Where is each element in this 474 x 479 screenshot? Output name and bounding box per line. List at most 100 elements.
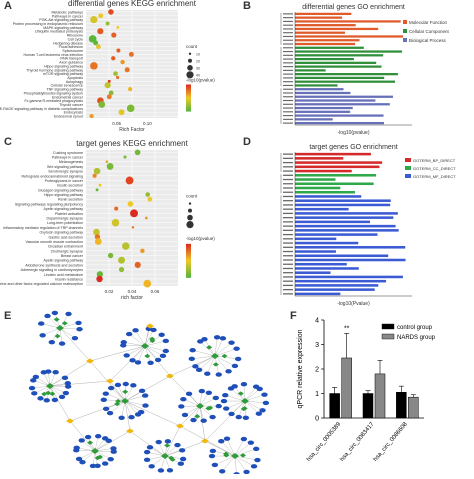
data-point	[148, 197, 153, 202]
data-point	[130, 209, 138, 217]
go-bar	[295, 58, 354, 60]
go-term-label	[283, 62, 293, 63]
go-term-label	[283, 47, 293, 48]
mirna-node	[144, 354, 150, 358]
mrna-node	[178, 462, 184, 466]
go-term-label	[283, 21, 293, 22]
go-bar	[295, 32, 345, 34]
go-bar	[295, 195, 361, 198]
data-point	[116, 76, 119, 79]
data-point	[108, 9, 114, 15]
chart-title: differential genes GO enrichment	[302, 4, 405, 11]
mrna-node	[59, 341, 65, 345]
go-bar	[295, 65, 382, 67]
data-point	[128, 87, 132, 91]
category-label: Long-term potentiation	[47, 221, 83, 225]
mrna-node	[200, 418, 206, 422]
mrna-node	[155, 358, 161, 362]
mrna-node	[167, 468, 173, 472]
mrna-node	[135, 360, 141, 364]
go-term-label	[283, 70, 293, 71]
go-term-label	[283, 28, 293, 29]
mrna-node	[62, 376, 68, 380]
go-bar	[295, 271, 331, 274]
mrna-node	[150, 328, 156, 332]
mrna-node	[206, 391, 212, 395]
data-point	[116, 26, 119, 29]
bar	[396, 392, 406, 418]
x-tick-label: 0.02	[105, 289, 114, 294]
category-label: Endosomal sprout	[54, 115, 83, 119]
y-axis-label: qPCR relative expression	[297, 329, 304, 408]
legend-count-title: count	[186, 44, 198, 49]
circrna-node	[106, 379, 114, 384]
data-point	[143, 280, 151, 288]
data-point	[119, 109, 125, 115]
chart-title: target genes GO enrichment	[309, 144, 397, 151]
go-bar-plot-b: differential genes GO enrichment-log10(p…	[237, 0, 474, 140]
go-term-label	[283, 259, 293, 260]
go-bar	[295, 267, 359, 270]
category-label: Adrenergic signaling in cardiomyocytes	[21, 268, 84, 272]
category-label: Apelin signaling pathway	[43, 259, 83, 263]
data-point	[135, 262, 141, 268]
mrna-node	[156, 440, 162, 444]
mrna-node	[192, 364, 198, 368]
panel-e: E	[0, 306, 290, 474]
go-bar	[295, 182, 374, 185]
data-point	[126, 177, 134, 185]
go-term-label	[283, 242, 293, 243]
data-point	[112, 219, 120, 227]
mrna-node	[190, 418, 196, 422]
legend-label: Biological Process	[409, 38, 447, 43]
mrna-node	[178, 404, 184, 408]
go-bar	[295, 84, 338, 86]
mrna-node	[142, 393, 148, 397]
mrna-node	[228, 412, 234, 416]
go-term-label	[283, 268, 293, 269]
go-term-label	[283, 175, 293, 176]
data-point	[92, 174, 96, 178]
go-bar	[295, 28, 378, 30]
mrna-node	[37, 396, 43, 400]
go-bar	[295, 81, 395, 83]
data-point	[114, 207, 118, 211]
data-point	[107, 94, 112, 99]
data-point	[96, 276, 102, 282]
go-bar	[295, 259, 406, 262]
mrna-node	[126, 332, 132, 336]
go-bar	[295, 246, 405, 249]
go-term-label	[283, 13, 293, 14]
go-term-label	[283, 17, 293, 18]
mrna-node	[220, 336, 226, 340]
go-bar	[295, 276, 403, 279]
go-term-label	[283, 255, 293, 256]
network-edge	[200, 406, 205, 441]
go-bar	[295, 170, 352, 173]
mrna-node	[45, 369, 51, 373]
go-term-label	[283, 179, 293, 180]
panel-label-b: B	[243, 0, 251, 12]
mrna-node	[243, 470, 249, 474]
network-edge	[145, 346, 166, 351]
legend-swatch	[382, 334, 394, 339]
x-axis-label: Rich Factor	[119, 127, 145, 133]
network-edge	[245, 395, 264, 401]
x-tick-label: hsa_circ_0086608	[373, 421, 410, 463]
mrna-node	[254, 458, 260, 462]
mrna-node	[144, 458, 150, 462]
network-edge	[125, 396, 145, 401]
category-label: Cholinergic synapse	[51, 249, 83, 253]
legend-swatch	[405, 174, 411, 178]
legend-p-title: -log10(pvalue)	[186, 77, 215, 82]
go-bar	[295, 178, 335, 181]
go-bar	[295, 96, 393, 98]
category-label: Platelet activation	[55, 212, 83, 216]
go-term-label	[283, 225, 293, 226]
mrna-node	[174, 443, 180, 447]
legend-swatch	[403, 38, 407, 42]
mrna-node	[79, 438, 85, 442]
legend-swatch	[403, 20, 407, 24]
data-point	[120, 60, 124, 64]
mrna-node	[52, 398, 58, 402]
